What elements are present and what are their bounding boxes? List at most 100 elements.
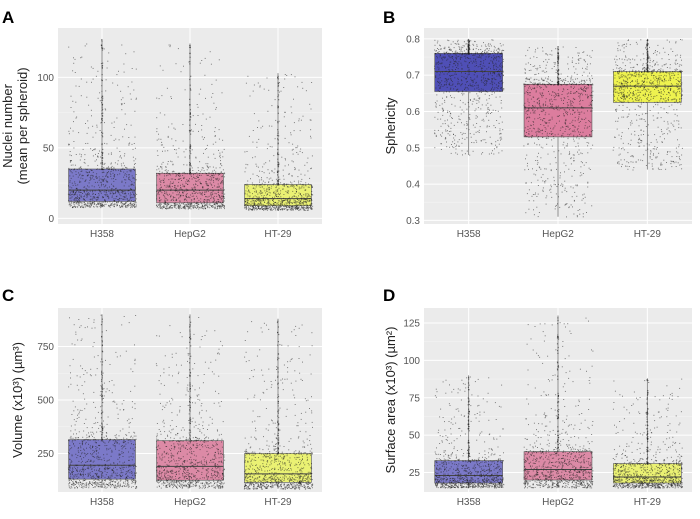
data-point (533, 84, 535, 86)
data-point (247, 75, 249, 77)
data-point (78, 189, 80, 191)
outlier-point (101, 74, 103, 76)
data-point (473, 54, 475, 56)
data-point (99, 190, 101, 192)
data-point (495, 141, 497, 143)
data-point (124, 198, 126, 200)
data-point (204, 201, 205, 203)
outlier-point (558, 73, 560, 75)
data-point (464, 133, 466, 134)
data-point (536, 86, 538, 88)
data-point (212, 205, 214, 207)
outlier-point (557, 46, 559, 48)
data-point (462, 94, 464, 96)
data-point (566, 191, 568, 193)
data-point (75, 188, 77, 190)
data-point (567, 63, 569, 65)
data-point (459, 49, 461, 50)
data-point (183, 151, 185, 153)
data-point (307, 170, 309, 172)
data-point (499, 64, 501, 66)
data-point (175, 198, 177, 200)
data-point (79, 189, 81, 191)
data-point (218, 194, 220, 196)
data-point (195, 173, 197, 175)
data-point (585, 88, 587, 90)
data-point (452, 141, 454, 143)
data-point (169, 207, 171, 209)
data-point (133, 202, 135, 204)
data-point (529, 85, 530, 87)
outlier-point (102, 62, 104, 64)
data-point (451, 118, 453, 119)
data-point (581, 106, 583, 108)
data-point (553, 176, 555, 178)
data-point (305, 201, 307, 203)
data-point (209, 203, 211, 205)
data-point (475, 53, 477, 54)
data-point (207, 196, 209, 198)
data-point (248, 209, 250, 211)
data-point (461, 137, 463, 139)
data-point (99, 191, 101, 193)
data-point (532, 105, 534, 107)
data-point (111, 178, 113, 180)
data-point (489, 89, 491, 91)
data-point (84, 180, 86, 182)
data-point (480, 61, 482, 63)
data-point (461, 68, 463, 69)
data-point (201, 192, 203, 194)
data-point (490, 68, 491, 70)
data-point (99, 204, 101, 206)
data-point (256, 165, 258, 167)
data-point (497, 48, 499, 50)
data-point (459, 59, 461, 60)
data-point (158, 207, 160, 209)
data-point (75, 206, 77, 208)
data-point (212, 190, 214, 192)
data-point (549, 189, 551, 191)
data-point (73, 202, 75, 203)
data-point (297, 208, 299, 210)
data-point (472, 53, 474, 55)
data-point (587, 84, 588, 86)
data-point (182, 172, 184, 174)
data-point (84, 154, 86, 156)
data-point (122, 167, 124, 169)
data-point (79, 202, 81, 204)
data-point (248, 190, 250, 191)
data-point (69, 203, 70, 205)
data-point (263, 163, 265, 165)
data-point (560, 127, 562, 129)
data-point (305, 198, 307, 200)
data-point (73, 141, 75, 142)
data-point (210, 198, 212, 199)
data-point (587, 87, 589, 89)
data-point (470, 40, 472, 42)
data-point (572, 206, 573, 208)
data-point (573, 124, 575, 126)
data-point (255, 186, 257, 188)
data-point (183, 186, 185, 188)
data-point (529, 81, 531, 83)
data-point (551, 196, 553, 198)
data-point (553, 108, 555, 110)
data-point (462, 102, 464, 104)
data-point (540, 84, 542, 86)
data-point (528, 109, 530, 111)
data-point (104, 200, 106, 202)
data-point (436, 42, 438, 44)
data-point (525, 158, 526, 160)
data-point (494, 87, 496, 89)
data-point (278, 194, 280, 195)
data-point (570, 105, 572, 107)
data-point (455, 43, 457, 45)
data-point (72, 184, 74, 186)
data-point (266, 197, 268, 199)
data-point (193, 190, 194, 192)
data-point (552, 103, 554, 105)
data-point (550, 104, 552, 105)
data-point (591, 87, 593, 89)
data-point (133, 177, 135, 179)
data-point (94, 201, 95, 203)
